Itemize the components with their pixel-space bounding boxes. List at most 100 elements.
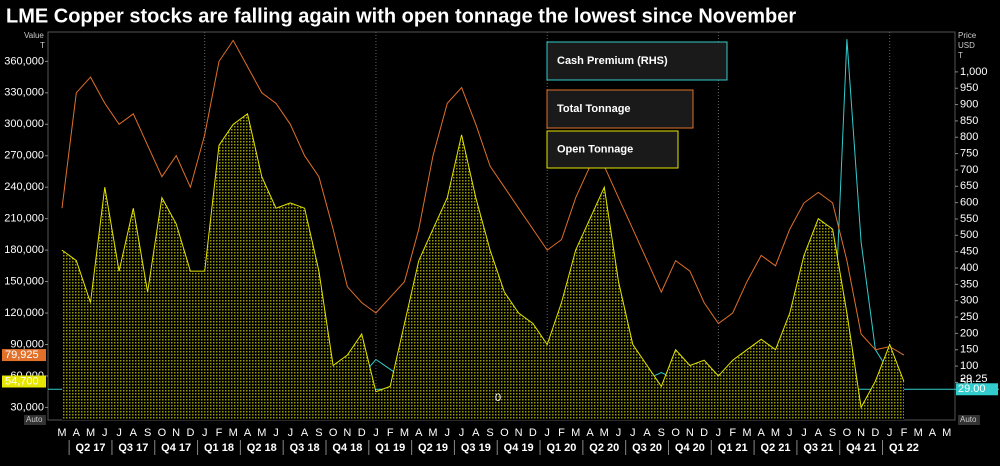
quarter-label: Q2 19	[418, 442, 448, 454]
x-tick-label: M	[914, 427, 923, 439]
x-tick-label: F	[901, 427, 908, 439]
x-tick-label: O	[500, 427, 509, 439]
x-tick-label: J	[544, 427, 550, 439]
quarter-label: Q1 19	[375, 442, 405, 454]
x-tick-label: A	[415, 427, 423, 439]
x-tick-label: J	[630, 427, 636, 439]
x-tick-label: O	[671, 427, 680, 439]
x-tick-label: M	[771, 427, 780, 439]
line	[61, 39, 905, 356]
x-tick-label: J	[459, 427, 465, 439]
y2-axis-label: T	[958, 51, 963, 60]
y2-axis-label: Price	[958, 31, 977, 40]
x-tick-label: A	[586, 427, 594, 439]
y-axis-label: T	[40, 41, 45, 50]
y-tick-label: 330,000	[4, 87, 44, 99]
y2-tick-label: 300	[960, 295, 978, 307]
chart-title: LME Copper stocks are falling again with…	[6, 5, 796, 27]
x-tick-label: J	[102, 427, 108, 439]
quarter-label: Q1 20	[546, 442, 576, 454]
quarter-label: Q3 19	[461, 442, 491, 454]
x-tick-label: N	[515, 427, 523, 439]
x-tick-label: J	[288, 427, 294, 439]
reference-tag	[956, 383, 998, 396]
quarter-label: Q3 17	[118, 442, 148, 454]
x-tick-label: J	[787, 427, 793, 439]
x-tick-label: S	[658, 427, 665, 439]
x-tick-label: F	[558, 427, 565, 439]
y2-tick-label: 150	[960, 344, 978, 356]
x-tick-label: J	[373, 427, 379, 439]
y2-tick-label: 500	[960, 229, 978, 241]
x-tick-label: N	[686, 427, 694, 439]
line	[61, 112, 905, 409]
y2-tick-label: 600	[960, 197, 978, 209]
y2-tick-label: 550	[960, 213, 978, 225]
x-tick-label: J	[887, 427, 893, 439]
x-tick-label: A	[130, 427, 138, 439]
x-tick-label: A	[929, 427, 937, 439]
quarter-label: Q4 20	[675, 442, 705, 454]
value-label: 54,700	[5, 375, 39, 387]
annotation: 0	[495, 392, 501, 404]
x-tick-label: M	[600, 427, 609, 439]
legend-label: Cash Premium (RHS)	[557, 55, 668, 67]
y-tick-label: 270,000	[4, 150, 44, 162]
quarter-label: Q2 21	[761, 442, 791, 454]
x-tick-label: J	[116, 427, 122, 439]
area	[62, 113, 904, 421]
x-tick-label: J	[273, 427, 279, 439]
x-tick-label: D	[358, 427, 366, 439]
quarter-label: Q3 20	[632, 442, 662, 454]
x-tick-label: A	[73, 427, 81, 439]
y-tick-label: 120,000	[4, 307, 44, 319]
scale-mode-box	[958, 415, 980, 425]
x-tick-label: A	[244, 427, 252, 439]
x-tick-label: M	[257, 427, 266, 439]
x-tick-label: N	[172, 427, 180, 439]
x-tick-label: O	[158, 427, 167, 439]
x-tick-label: S	[486, 427, 493, 439]
y-tick-label: 300,000	[4, 118, 44, 130]
x-tick-label: S	[144, 427, 151, 439]
x-tick-label: A	[301, 427, 309, 439]
x-tick-label: J	[445, 427, 451, 439]
y2-tick-label: 250	[960, 311, 978, 323]
quarter-label: Q4 17	[161, 442, 191, 454]
y-tick-label: 210,000	[4, 213, 44, 225]
x-tick-label: S	[829, 427, 836, 439]
y-tick-label: 240,000	[4, 181, 44, 193]
legend-box	[546, 130, 679, 169]
quarter-label: Q1 21	[718, 442, 748, 454]
x-tick-label: J	[716, 427, 722, 439]
scale-mode: Auto	[26, 415, 43, 424]
x-tick-label: N	[343, 427, 351, 439]
x-tick-label: M	[400, 427, 409, 439]
y-tick-label: 30,000	[10, 401, 44, 413]
x-tick-label: A	[472, 427, 480, 439]
x-tick-label: D	[700, 427, 708, 439]
quarter-label: Q2 17	[76, 442, 106, 454]
value-tag	[2, 349, 46, 362]
x-tick-label: O	[843, 427, 852, 439]
y-tick-label: 150,000	[4, 275, 44, 287]
x-tick-label: M	[57, 427, 66, 439]
legend-box	[546, 41, 728, 81]
value-tag	[2, 375, 46, 388]
legend-label: Open Tonnage	[557, 143, 633, 155]
x-tick-label: O	[329, 427, 338, 439]
x-tick-label: A	[758, 427, 766, 439]
x-tick-label: M	[86, 427, 95, 439]
quarter-label: Q4 19	[504, 442, 534, 454]
x-tick-label: D	[529, 427, 537, 439]
x-tick-label: M	[428, 427, 437, 439]
x-tick-label: A	[643, 427, 651, 439]
x-tick-label: F	[729, 427, 736, 439]
reference-label: 29.00	[958, 383, 986, 395]
quarter-label: Q2 20	[589, 442, 619, 454]
y2-tick-label: 350	[960, 278, 978, 290]
x-tick-label: F	[216, 427, 223, 439]
y2-tick-label: 100	[960, 360, 978, 372]
x-tick-label: S	[315, 427, 322, 439]
